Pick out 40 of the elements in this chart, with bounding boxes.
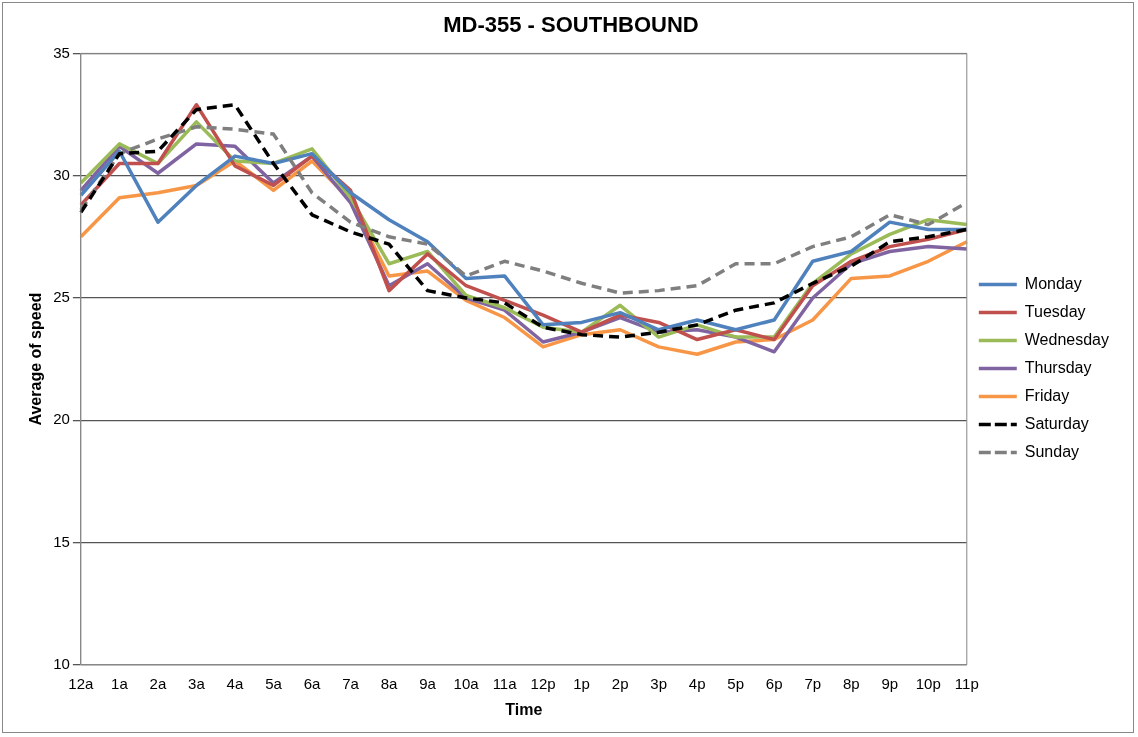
legend-label: Monday [1024, 274, 1082, 292]
legend-label: Saturday [1024, 414, 1089, 432]
x-tick-label: 3p [650, 674, 667, 692]
x-tick-label: 10a [453, 674, 480, 692]
chart-title: MD-355 - SOUTHBOUND [443, 12, 699, 38]
x-tick-label: 11p [954, 674, 979, 692]
x-tick-label: 3a [188, 674, 206, 692]
x-tick-label: 1p [573, 674, 590, 692]
x-tick-label: 8p [842, 674, 860, 692]
x-tick-label: 8a [380, 674, 399, 692]
x-tick-label: 9a [419, 674, 437, 692]
y-tick-label: 35 [53, 43, 70, 61]
legend-label: Tuesday [1024, 302, 1086, 320]
x-tick-label: 5a [265, 674, 283, 692]
legend-label: Thursday [1024, 358, 1092, 376]
x-tick-label: 12a [68, 674, 95, 692]
x-tick-label: 7a [342, 674, 360, 692]
x-tick-label: 9p [881, 674, 899, 692]
x-tick-label: 7p [804, 674, 822, 692]
legend-label: Friday [1024, 386, 1070, 404]
y-tick-label: 20 [53, 410, 70, 428]
y-tick-label: 10 [53, 654, 70, 672]
x-tick-label: 4p [688, 674, 706, 692]
y-tick-label: 25 [53, 288, 70, 306]
x-tick-label: 2a [149, 674, 167, 692]
x-tick-label: 6p [765, 674, 783, 692]
y-axis-title: Average of speed [27, 292, 45, 426]
x-tick-label: 1a [111, 674, 129, 692]
x-tick-label: 5p [727, 674, 745, 692]
x-axis-title: Time [505, 700, 543, 718]
y-tick-label: 30 [53, 165, 70, 183]
x-tick-label: 2p [611, 674, 629, 692]
y-tick-label: 15 [53, 532, 70, 550]
legend-label: Wednesday [1024, 330, 1109, 348]
legend-label: Sunday [1024, 442, 1080, 460]
x-tick-label: 10p [915, 674, 941, 692]
x-tick-label: 4a [226, 674, 244, 692]
x-tick-label: 12p [530, 674, 556, 692]
x-tick-label: 11a [492, 674, 518, 692]
x-tick-label: 6a [303, 674, 321, 692]
